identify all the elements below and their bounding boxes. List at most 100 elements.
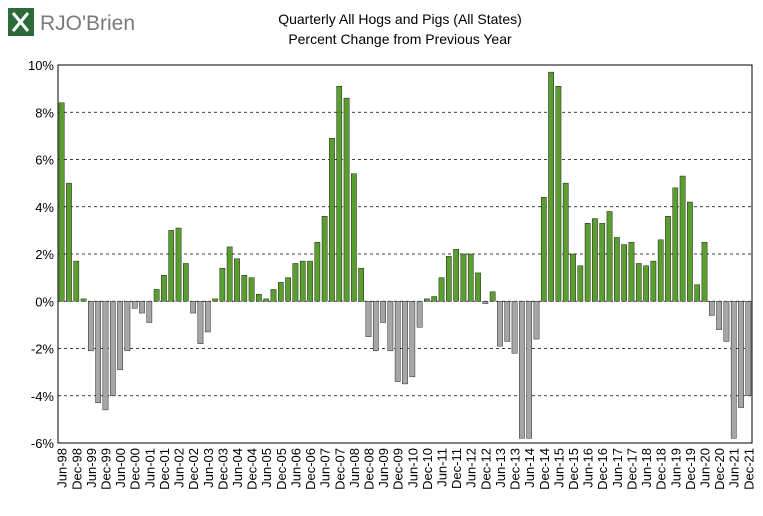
bar xyxy=(708,301,715,316)
x-tick-label: Dec-03 xyxy=(215,448,230,490)
bar xyxy=(226,246,233,302)
bar xyxy=(635,263,642,302)
bar xyxy=(292,263,299,302)
bar xyxy=(672,187,679,302)
bar xyxy=(256,293,262,302)
y-tick-label: 6% xyxy=(35,153,54,168)
bar xyxy=(66,182,72,302)
chart-subtitle: Percent Change from Previous Year xyxy=(288,31,512,47)
bar xyxy=(402,301,408,385)
bar xyxy=(175,227,182,302)
x-tick-label: Dec-07 xyxy=(332,448,347,490)
bar xyxy=(497,301,503,347)
bar xyxy=(380,301,386,323)
x-tick-label: Jun-08 xyxy=(347,448,362,488)
bar xyxy=(117,301,123,370)
x-tick-label: Dec-01 xyxy=(157,448,172,490)
bar xyxy=(519,301,525,439)
bar xyxy=(540,197,547,302)
bar xyxy=(365,301,372,337)
bar xyxy=(409,301,416,378)
bar xyxy=(687,201,693,302)
bar xyxy=(285,277,291,302)
bar xyxy=(131,301,138,309)
bar xyxy=(351,173,357,302)
x-tick-label: Dec-20 xyxy=(712,448,727,490)
y-tick-label: -4% xyxy=(31,389,55,404)
bar xyxy=(592,218,598,302)
x-tick-label: Dec-17 xyxy=(624,448,639,490)
bar xyxy=(467,253,474,302)
bar xyxy=(599,223,606,302)
bar xyxy=(665,215,671,302)
x-tick-label: Dec-00 xyxy=(128,448,143,490)
bar xyxy=(614,237,620,302)
bar xyxy=(88,301,94,352)
logo-mark xyxy=(11,12,30,32)
x-tick-label: Jun-09 xyxy=(376,448,391,488)
bar xyxy=(234,258,240,302)
bar xyxy=(679,175,686,302)
x-tick-label: Jun-00 xyxy=(113,448,128,488)
bar xyxy=(394,301,401,382)
x-tick-label: Dec-18 xyxy=(654,448,669,490)
bar xyxy=(621,244,627,302)
bar xyxy=(139,301,145,314)
logo-text: RJO'Brien xyxy=(40,12,135,35)
x-tick-label: Dec-98 xyxy=(69,448,84,490)
bar xyxy=(336,86,343,302)
bar xyxy=(431,296,438,302)
x-tick-label: Jun-16 xyxy=(581,448,596,488)
bar xyxy=(358,267,364,302)
bar xyxy=(219,267,226,302)
bar xyxy=(80,298,87,302)
x-tick-label: Jun-18 xyxy=(639,448,654,488)
bar xyxy=(526,301,533,439)
bar xyxy=(730,301,737,439)
bar xyxy=(446,256,452,302)
bar xyxy=(562,182,569,302)
bar xyxy=(453,249,459,302)
x-tick-label: Dec-15 xyxy=(566,448,581,490)
bar xyxy=(657,239,664,302)
bar xyxy=(58,102,65,302)
chart-title: Quarterly All Hogs and Pigs (All States) xyxy=(278,11,522,27)
bar xyxy=(270,289,277,302)
x-tick-label: Jun-11 xyxy=(435,448,450,487)
x-tick-label: Jun-07 xyxy=(318,448,333,488)
x-tick-label: Dec-11 xyxy=(449,448,464,489)
bar xyxy=(95,301,102,404)
x-tick-label: Dec-04 xyxy=(245,448,260,490)
bar xyxy=(570,253,576,302)
bar xyxy=(153,289,160,302)
bar xyxy=(738,301,744,408)
bar xyxy=(716,301,722,330)
x-tick-label: Jun-06 xyxy=(288,448,303,488)
x-tick-label: Dec-02 xyxy=(186,448,201,490)
bar xyxy=(168,230,175,302)
bar xyxy=(555,86,562,302)
x-tick-label: Dec-99 xyxy=(98,448,113,490)
bar xyxy=(650,260,657,302)
bar xyxy=(204,301,211,333)
x-tick-label: Dec-12 xyxy=(478,448,493,490)
bar xyxy=(723,301,730,342)
bar xyxy=(197,301,204,344)
bar xyxy=(263,298,270,302)
y-tick-label: -2% xyxy=(31,342,55,357)
x-tick-label: Jun-15 xyxy=(551,448,566,488)
bar xyxy=(460,253,467,302)
x-tick-label: Jun-13 xyxy=(493,448,508,488)
y-tick-label: 2% xyxy=(35,247,54,262)
x-tick-label: Jun-02 xyxy=(172,448,187,488)
bar xyxy=(577,265,584,302)
x-tick-label: Dec-09 xyxy=(391,448,406,490)
x-tick-label: Jun-03 xyxy=(201,448,216,488)
x-tick-label: Jun-14 xyxy=(522,448,537,488)
x-tick-label: Jun-05 xyxy=(259,448,274,488)
x-tick-label: Jun-20 xyxy=(698,448,713,488)
bar xyxy=(387,301,394,352)
bar xyxy=(606,211,613,302)
bar xyxy=(314,241,321,302)
y-tick-label: 8% xyxy=(35,105,54,120)
